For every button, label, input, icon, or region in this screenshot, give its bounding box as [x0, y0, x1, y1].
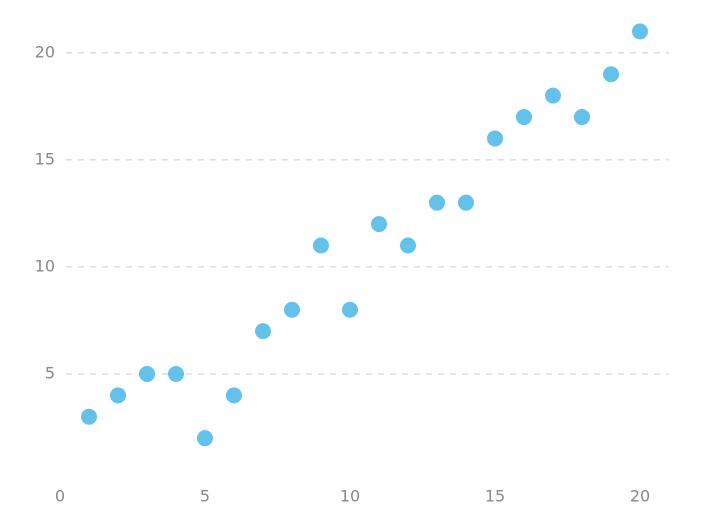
y-tick-label: 20 — [35, 42, 55, 61]
point — [458, 194, 474, 211]
point — [342, 301, 358, 318]
point — [139, 365, 155, 382]
y-tick-label: 10 — [35, 256, 55, 275]
point — [429, 194, 445, 211]
y-tick-label: 15 — [35, 149, 55, 168]
point — [487, 130, 503, 147]
point — [603, 66, 619, 83]
point — [632, 23, 648, 40]
point — [313, 237, 329, 254]
point — [110, 387, 126, 404]
point — [516, 109, 532, 126]
x-tick-label: 15 — [485, 487, 505, 506]
point — [545, 87, 561, 104]
point — [400, 237, 416, 254]
point — [197, 430, 213, 447]
point — [284, 301, 300, 318]
point — [255, 323, 271, 340]
point — [226, 387, 242, 404]
point — [574, 109, 590, 126]
x-tick-label: 10 — [340, 487, 360, 506]
point — [371, 216, 387, 233]
point — [81, 408, 97, 425]
x-tick-label: 20 — [630, 487, 650, 506]
x-tick-label: 0 — [55, 487, 65, 506]
x-tick-label: 5 — [200, 487, 210, 506]
y-tick-label: 5 — [45, 363, 55, 382]
point — [168, 365, 184, 382]
